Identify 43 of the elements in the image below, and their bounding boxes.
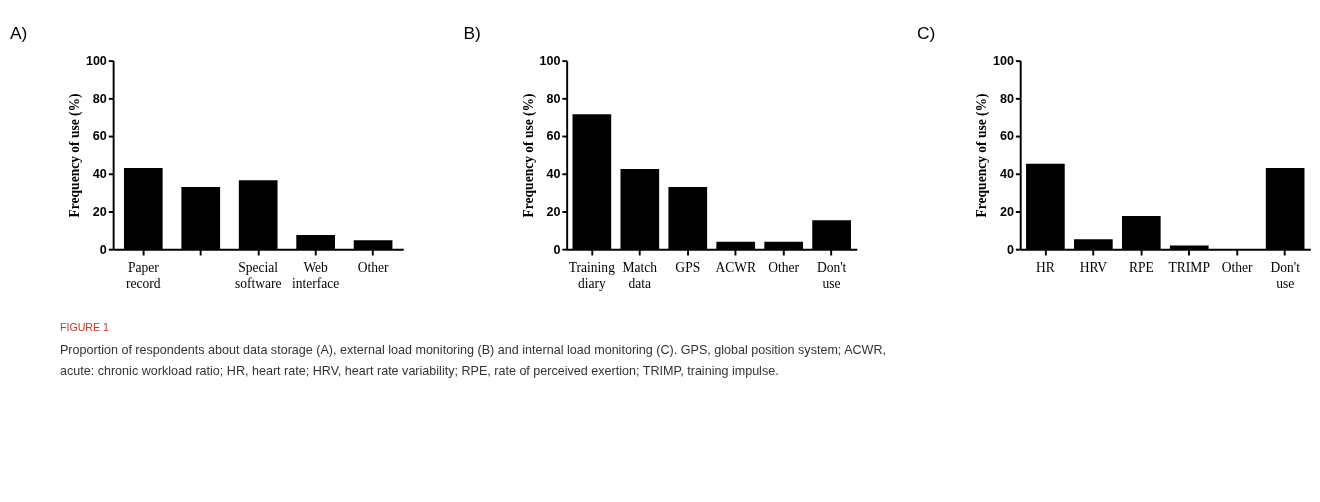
x-tick-label: HRV: [1079, 259, 1108, 275]
y-tick-label: 20: [999, 204, 1014, 219]
y-tick-label: 0: [1006, 242, 1014, 257]
y-axis-title: Frequency of use (%): [67, 93, 84, 218]
y-axis-title: Frequency of use (%): [974, 93, 991, 218]
x-tick-label: Paper record: [126, 259, 161, 292]
y-tick-label: 60: [999, 129, 1014, 144]
y-tick-label: 100: [992, 53, 1014, 68]
x-tick-label: Don't use: [816, 259, 847, 292]
y-tick-label: 20: [546, 204, 561, 219]
y-tick-label: 20: [92, 204, 107, 219]
y-tick-label: 40: [546, 167, 561, 182]
text: Proportion of respondents about data storage (A), external load monitoring (B) and internal load monitoring (C). GPS, global position system; ACWR,: [59, 342, 887, 357]
x-tick-label: Special software: [234, 259, 282, 292]
x-tick-label: Other: [357, 259, 389, 275]
y-tick-label: 40: [92, 167, 107, 182]
y-axis-title: Frequency of use (%): [520, 93, 537, 218]
y-tick-label: 60: [92, 129, 107, 144]
chart-title: B): [463, 23, 481, 44]
text: acute: chronic workload ratio; HR, heart rate; HRV, heart rate variability; RPE, rate of perceived exertion; TRIMP, training impulse.: [59, 363, 779, 378]
x-tick-label: ACWR: [715, 259, 756, 275]
y-tick-label: 80: [92, 91, 107, 106]
x-tick-label: Training diary: [568, 259, 616, 292]
y-tick-label: 100: [85, 53, 107, 68]
chart-title: C): [917, 23, 936, 44]
x-tick-label: Other: [1221, 259, 1254, 275]
x-tick-label: TRIMP: [1168, 259, 1210, 275]
y-tick-label: 60: [546, 129, 561, 144]
x-tick-label: Don't use: [1270, 259, 1301, 292]
x-tick-label: Match data: [622, 259, 658, 292]
y-tick-label: 80: [546, 91, 561, 106]
x-tick-label: HR: [1036, 259, 1055, 275]
chart-title: A): [9, 23, 28, 44]
y-tick-label: 80: [999, 91, 1014, 106]
x-tick-label: Other: [768, 259, 800, 275]
x-tick-label: RPE: [1128, 259, 1154, 275]
y-tick-label: 40: [999, 167, 1014, 182]
x-tick-label: Web interface: [292, 259, 340, 292]
caption: FIGURE 1: [59, 321, 110, 334]
y-tick-label: 0: [553, 242, 561, 257]
y-tick-label: 100: [539, 53, 561, 68]
y-tick-label: 0: [99, 242, 107, 257]
x-tick-label: GPS: [675, 259, 701, 275]
